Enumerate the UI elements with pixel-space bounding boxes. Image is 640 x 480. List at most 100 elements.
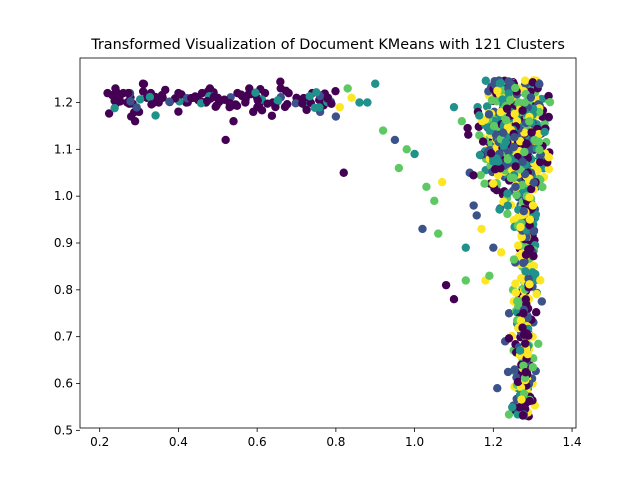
data-point [511, 182, 520, 192]
data-point [484, 110, 494, 119]
data-point [528, 201, 538, 210]
data-point [110, 96, 119, 106]
data-point [535, 145, 544, 155]
data-points [103, 76, 555, 421]
data-point [520, 76, 530, 85]
data-point [513, 377, 523, 387]
data-point [520, 98, 529, 107]
data-point [145, 92, 155, 102]
data-point [482, 102, 492, 111]
data-point [510, 365, 519, 374]
x-tick-label: 0.8 [326, 435, 345, 449]
data-point [475, 150, 485, 160]
data-point [495, 205, 504, 214]
data-point [187, 93, 196, 103]
data-point [525, 244, 535, 254]
data-point [251, 88, 260, 97]
data-point [503, 367, 513, 377]
data-point [529, 178, 539, 187]
data-point [508, 403, 517, 412]
data-point [335, 102, 345, 112]
data-point [418, 224, 427, 234]
data-point [476, 170, 485, 180]
data-point [510, 133, 519, 142]
data-point [517, 395, 526, 404]
data-point [525, 215, 535, 224]
data-point [528, 362, 538, 372]
data-point [323, 94, 332, 103]
data-point [343, 84, 352, 93]
data-point [518, 411, 528, 420]
data-point [519, 258, 528, 268]
data-point [510, 109, 519, 119]
data-point [104, 109, 114, 118]
data-point [511, 162, 520, 171]
data-point [494, 157, 503, 166]
y-tick-label: 0.8 [54, 283, 73, 297]
data-point [516, 316, 526, 325]
data-point [503, 201, 513, 210]
data-point [506, 173, 516, 183]
y-tick-label: 0.5 [54, 423, 73, 437]
data-point [503, 189, 512, 198]
data-point [538, 182, 547, 192]
data-point [331, 86, 340, 96]
data-point [135, 95, 145, 104]
data-point [430, 196, 439, 206]
data-point [271, 102, 280, 112]
data-point [502, 104, 512, 113]
data-point [477, 224, 486, 234]
data-point [339, 168, 348, 177]
data-point [493, 86, 502, 95]
data-point [480, 179, 489, 188]
data-point [378, 126, 388, 135]
data-point [495, 79, 505, 88]
data-point [535, 157, 545, 167]
data-point [489, 243, 498, 252]
y-tick-label: 1.1 [54, 142, 73, 156]
x-tick-label: 0.6 [248, 435, 267, 449]
data-point [449, 295, 459, 304]
y-tick-label: 1.2 [54, 95, 73, 109]
data-point [463, 123, 472, 133]
data-point [487, 96, 497, 105]
data-point [521, 368, 530, 377]
data-point [291, 99, 300, 108]
data-point [138, 87, 148, 96]
data-point [305, 92, 314, 101]
data-point [394, 163, 404, 173]
data-point [302, 105, 311, 115]
data-point [472, 211, 481, 220]
data-point [525, 396, 534, 406]
data-point [501, 137, 511, 147]
x-tick-label: 1.2 [484, 435, 503, 449]
data-point [298, 99, 307, 108]
data-point [517, 181, 527, 190]
data-point [220, 95, 229, 104]
data-point [257, 106, 267, 115]
data-point [525, 117, 534, 126]
data-point [165, 97, 174, 106]
data-point [536, 276, 545, 285]
data-point [174, 107, 183, 116]
data-point [518, 323, 527, 332]
data-point [545, 97, 555, 107]
y-tick-label: 0.6 [54, 377, 73, 391]
data-point [485, 271, 494, 280]
x-tick-label: 0.2 [90, 435, 109, 449]
x-tick-label: 1.0 [405, 435, 424, 449]
data-point [525, 193, 534, 202]
data-point [525, 280, 534, 289]
data-point [520, 147, 529, 157]
data-point [209, 92, 219, 102]
data-point [544, 112, 553, 122]
data-point [441, 280, 451, 290]
data-point [498, 128, 508, 137]
data-point [528, 268, 537, 277]
data-point [504, 334, 514, 343]
data-point [535, 80, 544, 89]
data-point [331, 112, 341, 121]
data-point [526, 184, 536, 194]
data-point [514, 98, 523, 107]
